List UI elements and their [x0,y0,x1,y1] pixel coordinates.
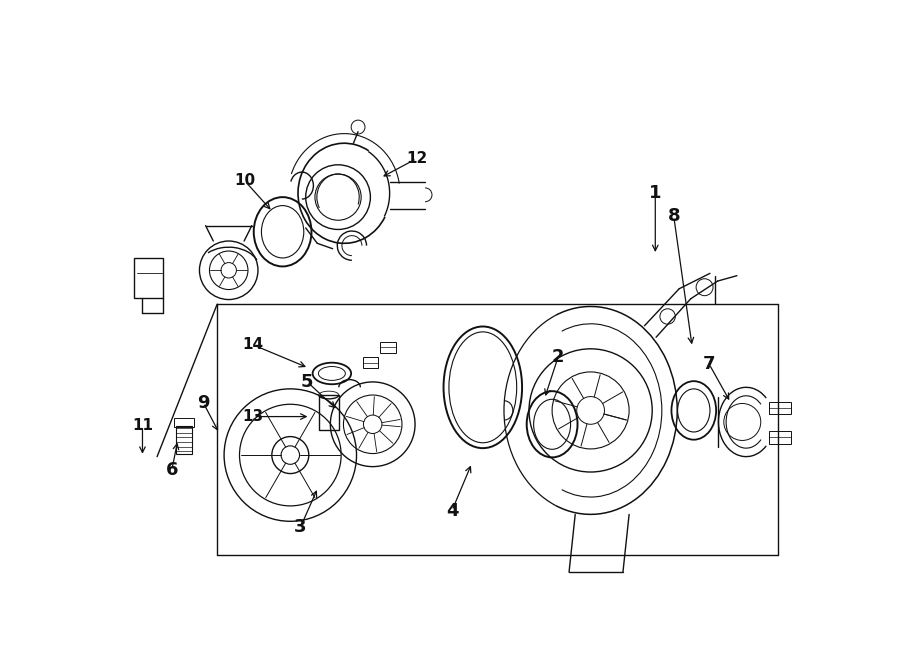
Bar [174,418,194,428]
Bar [770,402,791,414]
Bar [134,258,163,298]
Text: 3: 3 [294,518,307,537]
Text: 4: 4 [446,502,458,520]
Text: 13: 13 [243,409,264,424]
Bar [319,395,338,430]
Bar [363,358,378,368]
Text: 2: 2 [552,348,564,366]
Text: 1: 1 [649,184,662,202]
Text: 9: 9 [197,394,210,412]
Text: 7: 7 [703,355,716,373]
Text: 11: 11 [132,418,153,434]
Text: 5: 5 [301,373,313,391]
Text: 10: 10 [234,173,256,188]
Bar [381,342,396,353]
Text: 12: 12 [406,151,428,166]
Bar [770,431,791,444]
Text: 8: 8 [668,208,680,225]
Text: 14: 14 [243,338,264,352]
Bar [176,426,192,453]
Text: 6: 6 [166,461,178,479]
